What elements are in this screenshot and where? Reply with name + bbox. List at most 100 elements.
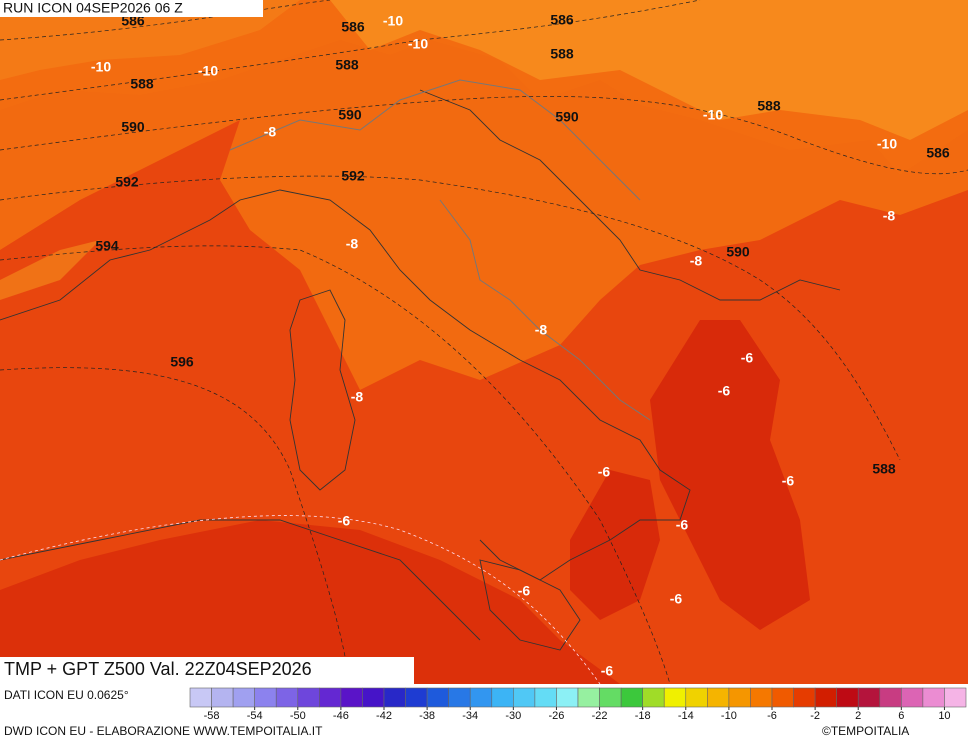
geopotential-label: 590 xyxy=(338,107,362,123)
title-box xyxy=(0,657,414,684)
temperature-label: -8 xyxy=(535,322,548,338)
colorbar-swatch xyxy=(534,687,557,708)
map-title: TMP + GPT Z500 Val. 22Z04SEP2026 xyxy=(4,659,312,679)
colorbar-swatch xyxy=(771,687,794,708)
colorbar-tick-label: -34 xyxy=(462,710,478,722)
temperature-label: -6 xyxy=(601,663,614,679)
colorbar-swatch xyxy=(814,687,837,708)
temperature-label: -8 xyxy=(351,389,364,405)
copyright-label: ©TEMPOITALIA xyxy=(822,724,909,738)
colorbar-swatch xyxy=(469,687,493,708)
source-label: DATI ICON EU 0.0625° xyxy=(4,688,129,702)
geopotential-label: 586 xyxy=(550,12,574,28)
temperature-label: -6 xyxy=(782,473,795,489)
colorbar-tick-label: -58 xyxy=(204,710,220,722)
colorbar-swatch xyxy=(383,687,406,708)
temperature-label: -10 xyxy=(383,13,403,29)
geopotential-label: 590 xyxy=(121,119,145,135)
colorbar-swatch xyxy=(362,687,385,708)
colorbar-tick-label: 10 xyxy=(938,710,950,722)
colorbar-swatch xyxy=(426,687,449,708)
colorbar-swatch xyxy=(728,687,751,708)
colorbar-swatch xyxy=(556,687,579,708)
temperature-label: -10 xyxy=(703,107,723,123)
coastlines xyxy=(0,79,841,651)
colorbar-tick-label: -6 xyxy=(767,710,777,722)
temperature-label: -8 xyxy=(690,253,703,269)
temperature-label: -10 xyxy=(91,59,111,75)
colorbar-tick-label: -22 xyxy=(592,710,608,722)
geopotential-label: 592 xyxy=(115,174,139,190)
colorbar-swatch xyxy=(599,687,622,708)
colorbar-swatch xyxy=(275,687,299,708)
colorbar-tick-label: -14 xyxy=(678,710,694,722)
colorbar-swatch xyxy=(642,687,665,708)
geopotential-label: 586 xyxy=(341,19,365,35)
colorbar-swatch xyxy=(879,687,902,708)
colorbar-swatch xyxy=(577,687,600,708)
colorbar-tick-label: -30 xyxy=(505,710,521,722)
temperature-label: -10 xyxy=(408,36,428,52)
colorbar-swatch xyxy=(211,687,234,708)
colorbar-swatch xyxy=(340,687,363,708)
colorbar-tick-label: -38 xyxy=(419,710,435,722)
colorbar-swatch xyxy=(491,687,514,708)
temperature-label: -10 xyxy=(198,63,218,79)
colorbar: -58 -54 -50 -46 -42 -38 -34 -30 -2 6 -22 -18 -14 -10 -… xyxy=(189,687,967,722)
colorbar-swatch xyxy=(620,687,643,708)
colorbar-swatch xyxy=(857,687,881,708)
colorbar-tick-label: -50 xyxy=(290,710,306,722)
colorbar-swatch xyxy=(750,687,773,708)
colorbar-swatch xyxy=(663,687,687,708)
colorbar-swatch xyxy=(707,687,730,708)
temperature-label: -6 xyxy=(338,513,351,529)
geopotential-label: 588 xyxy=(335,57,359,73)
temperature-label: -6 xyxy=(518,583,531,599)
colorbar-swatch xyxy=(297,687,320,708)
colorbar-swatch xyxy=(319,687,342,708)
colorbar-swatch xyxy=(513,687,536,708)
temperature-label: -6 xyxy=(741,350,754,366)
colorbar-swatch xyxy=(254,687,277,708)
temperature-label: -8 xyxy=(346,236,359,252)
colorbar-tick-label: -42 xyxy=(376,710,392,722)
colorbar-swatch xyxy=(448,687,471,708)
temperature-label: -8 xyxy=(883,208,896,224)
colorbar-tick-label: 2 xyxy=(855,710,861,722)
colorbar-swatch xyxy=(836,687,859,708)
colorbar-tick-label: -10 xyxy=(721,710,737,722)
colorbar-tick-label: -54 xyxy=(247,710,263,722)
geopotential-label: 588 xyxy=(130,76,154,92)
temperature-label: -6 xyxy=(598,464,611,480)
run-label: RUN ICON 04SEP2026 06 Z xyxy=(3,0,183,16)
colorbar-swatch xyxy=(405,687,428,708)
run-box xyxy=(0,0,263,17)
geopotential-label: 590 xyxy=(726,244,750,260)
geopotential-label: 592 xyxy=(341,168,365,184)
geopotential-label: 588 xyxy=(757,98,781,114)
colorbar-tick-label: -2 xyxy=(810,710,820,722)
temperature-label: -6 xyxy=(718,383,731,399)
geopotential-label: 590 xyxy=(555,109,579,125)
geopotential-label: 588 xyxy=(550,46,574,62)
colorbar-tick-label: -46 xyxy=(333,710,349,722)
credit-label: DWD ICON EU - ELABORAZIONE WWW.TEMPOITAL… xyxy=(4,724,323,738)
geopotential-label: 588 xyxy=(872,461,896,477)
colorbar-swatch xyxy=(793,687,816,708)
geopotential-label: 586 xyxy=(926,145,950,161)
temperature-label: -6 xyxy=(670,591,683,607)
temperature-label: -8 xyxy=(264,124,277,140)
colorbar-swatch xyxy=(901,687,924,708)
geopotential-label: 596 xyxy=(170,354,194,370)
geopotential-label: 594 xyxy=(95,238,119,254)
colorbar-swatch xyxy=(944,687,967,708)
temperature-field xyxy=(0,0,968,684)
colorbar-swatch xyxy=(189,687,212,708)
colorbar-swatch xyxy=(685,687,708,708)
colorbar-tick-label: -18 xyxy=(635,710,651,722)
temperature-label: -6 xyxy=(676,517,689,533)
colorbar-swatch xyxy=(232,687,255,708)
colorbar-tick-label: 6 xyxy=(898,710,904,722)
